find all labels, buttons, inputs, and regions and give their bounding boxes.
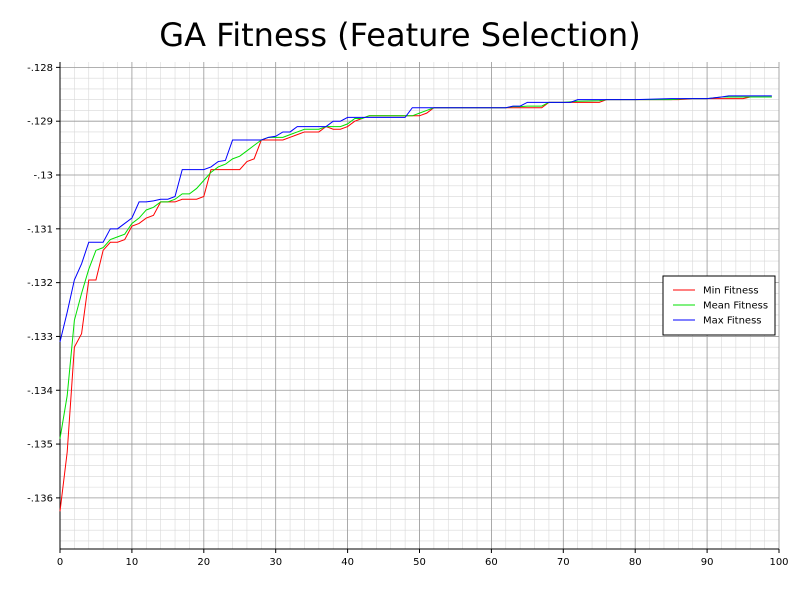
min-fitness-line: [59, 96, 772, 512]
y-tick-label: -.132: [27, 278, 53, 289]
x-tick-label: 40: [341, 557, 354, 568]
y-tick-label: -.136: [27, 493, 53, 504]
axes: 0 10 20 30 40 50 60 70 80 90 100 -.128 -.129 -.13 -.13…: [27, 62, 789, 568]
legend-label-mean-fitness: Mean Fitness: [703, 301, 768, 312]
max-fitness-line: [59, 95, 772, 342]
y-tick-label: -.129: [27, 117, 53, 128]
chart-title: GA Fitness (Feature Selection): [159, 16, 641, 54]
y-tick-label: -.133: [27, 332, 53, 343]
legend-label-min-fitness: Min Fitness: [703, 286, 759, 297]
x-tick-label: 10: [126, 557, 139, 568]
legend-label-max-fitness: Max Fitness: [703, 316, 762, 327]
y-tick-label: -.134: [27, 386, 53, 397]
x-tick-label: 80: [629, 557, 642, 568]
x-tick-label: 70: [557, 557, 570, 568]
x-tick-label: 0: [57, 557, 63, 568]
x-tick-label: 60: [485, 557, 498, 568]
x-tick-label: 100: [769, 557, 788, 568]
x-tick-label: 20: [197, 557, 210, 568]
grid: [59, 62, 780, 549]
y-tick-label: -.128: [27, 63, 53, 74]
y-tick-label: -.13: [33, 171, 53, 182]
y-tick-label: -.131: [27, 224, 53, 235]
x-tick-label: 50: [413, 557, 426, 568]
x-tick-label: 90: [701, 557, 714, 568]
y-tick-label: -.135: [27, 440, 53, 451]
legend: Min Fitness Mean Fitness Max Fitness: [662, 275, 776, 336]
mean-fitness-line: [59, 96, 772, 439]
series-lines: [59, 95, 772, 512]
x-tick-label: 30: [269, 557, 282, 568]
